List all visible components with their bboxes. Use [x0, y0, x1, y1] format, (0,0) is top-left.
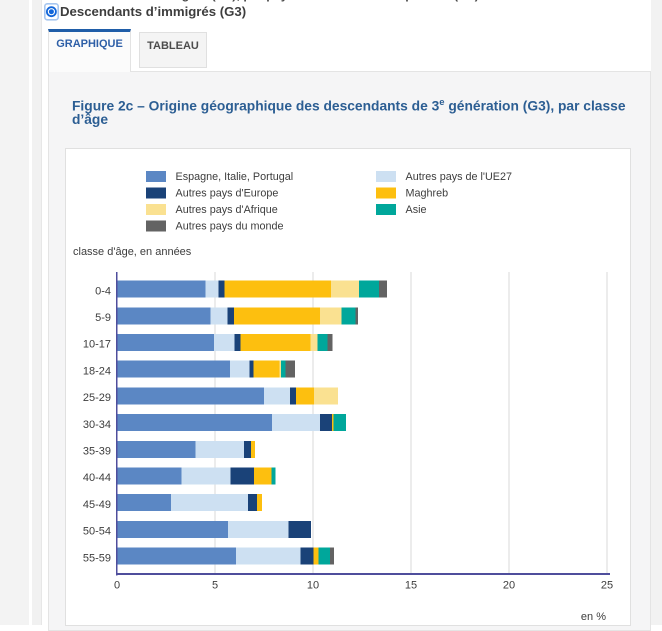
svg-text:0: 0	[114, 580, 120, 592]
svg-text:30-34: 30-34	[83, 419, 111, 431]
svg-text:10: 10	[307, 580, 319, 592]
svg-text:35-39: 35-39	[83, 446, 111, 458]
svg-text:5-9: 5-9	[95, 312, 111, 324]
svg-text:25-29: 25-29	[83, 392, 111, 404]
svg-text:15: 15	[405, 580, 417, 592]
svg-text:Maghreb: Maghreb	[406, 188, 449, 200]
svg-text:40-44: 40-44	[83, 472, 111, 484]
svg-text:10-17: 10-17	[83, 339, 111, 351]
svg-text:Autres pays d'Europe: Autres pays d'Europe	[176, 188, 279, 200]
svg-text:45-49: 45-49	[83, 499, 111, 511]
svg-text:18-24: 18-24	[83, 365, 111, 377]
svg-text:Asie: Asie	[406, 204, 427, 216]
svg-text:Autres pays de l'UE27: Autres pays de l'UE27	[406, 171, 513, 183]
svg-text:50-54: 50-54	[83, 526, 111, 538]
svg-text:Espagne, Italie, Portugal: Espagne, Italie, Portugal	[176, 171, 294, 183]
svg-text:0-4: 0-4	[95, 285, 111, 297]
svg-text:en %: en %	[581, 611, 606, 623]
svg-text:5: 5	[212, 580, 218, 592]
svg-text:55-59: 55-59	[83, 552, 111, 564]
svg-text:Autres pays d'Afrique: Autres pays d'Afrique	[176, 204, 278, 216]
svg-text:20: 20	[503, 580, 515, 592]
svg-text:25: 25	[601, 580, 613, 592]
svg-text:Autres pays du monde: Autres pays du monde	[176, 221, 284, 233]
svg-text:classe d'âge, en années: classe d'âge, en années	[73, 246, 192, 258]
